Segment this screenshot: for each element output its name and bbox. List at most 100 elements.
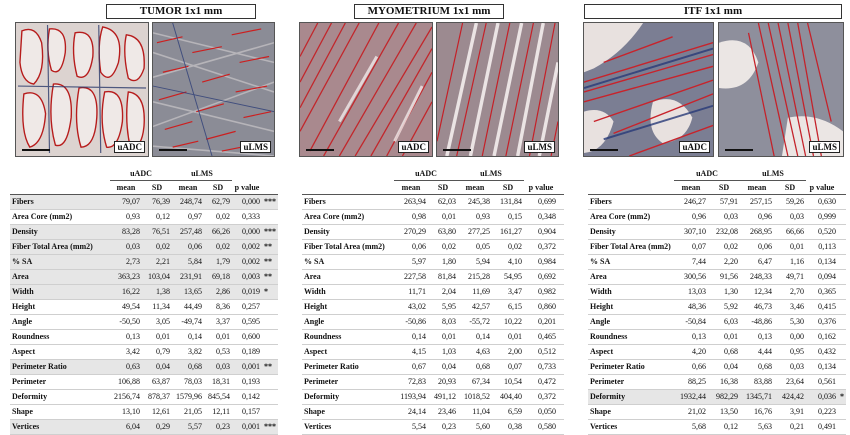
table-row: Height 48,36 5,92 46,73 3,46 0,415 bbox=[588, 299, 846, 315]
significance-marker bbox=[558, 344, 564, 360]
group-label: uLMS bbox=[172, 168, 232, 181]
p-value-cell: 0,001 bbox=[232, 419, 262, 435]
image-label-uadc: uADC bbox=[114, 141, 145, 153]
value-cell: 5,63 bbox=[740, 419, 774, 435]
row-label: Perimeter bbox=[588, 374, 674, 390]
value-cell: 0,13 bbox=[674, 329, 708, 345]
table-row: Area Core (mm2) 0,96 0,03 0,96 0,03 0,999 bbox=[588, 209, 846, 225]
value-cell: 66,66 bbox=[774, 224, 806, 240]
significance-marker: * bbox=[262, 284, 278, 300]
value-cell: 6,04 bbox=[110, 419, 142, 435]
value-cell: 2,21 bbox=[142, 254, 172, 270]
p-value-cell: 0,512 bbox=[524, 344, 558, 360]
micrograph-ulms: uLMS bbox=[152, 22, 275, 157]
stats-table-myometrium: uADC uLMS mean SD mean SD p value Fibers… bbox=[302, 168, 564, 435]
column-header: SD bbox=[204, 180, 232, 195]
row-label: Fiber Total Area (mm2) bbox=[302, 239, 394, 255]
value-cell: 66,26 bbox=[204, 224, 232, 240]
significance-marker: ** bbox=[262, 359, 278, 375]
value-cell: 845,54 bbox=[204, 389, 232, 405]
significance-marker bbox=[558, 389, 564, 405]
stats-table-body: Fibers 263,94 62,03 245,38 131,84 0,699 Area C… bbox=[302, 194, 564, 435]
value-cell: 57,91 bbox=[708, 194, 740, 210]
table-row: Angle -50,86 8,03 -55,72 10,22 0,201 bbox=[302, 314, 564, 330]
value-cell: 0,63 bbox=[110, 359, 142, 375]
value-cell: 13,65 bbox=[172, 284, 204, 300]
value-cell: 8,36 bbox=[204, 299, 232, 315]
row-label: Roundness bbox=[588, 329, 674, 345]
row-label: Width bbox=[302, 284, 394, 300]
value-cell: 12,11 bbox=[204, 404, 232, 420]
value-cell: 0,68 bbox=[740, 359, 774, 375]
panel-myometrium: MYOMETRIUM 1x1 mm uADC bbox=[294, 0, 564, 435]
column-header: mean bbox=[674, 180, 708, 195]
significance-marker bbox=[558, 224, 564, 240]
significance-marker bbox=[558, 404, 564, 420]
p-value-cell: 0,372 bbox=[524, 389, 558, 405]
value-cell: 0,68 bbox=[708, 344, 740, 360]
row-label: Width bbox=[10, 284, 110, 300]
value-cell: 257,48 bbox=[172, 224, 204, 240]
value-cell: 1579,96 bbox=[172, 389, 204, 405]
scale-bar bbox=[22, 149, 50, 151]
table-row: Aspect 4,20 0,68 4,44 0,95 0,432 bbox=[588, 344, 846, 360]
p-value-cell: 0,520 bbox=[806, 224, 838, 240]
value-cell: 982,29 bbox=[708, 389, 740, 405]
column-header: SD bbox=[142, 180, 172, 195]
stats-table-itf: uADC uLMS mean SD mean SD p value Fibers… bbox=[588, 168, 846, 435]
row-label: Angle bbox=[302, 314, 394, 330]
significance-marker: *** bbox=[262, 224, 278, 240]
value-cell: 0,02 bbox=[204, 209, 232, 225]
row-label: % SA bbox=[302, 254, 394, 270]
value-cell: 248,74 bbox=[172, 194, 204, 210]
p-value-cell: 0,134 bbox=[806, 359, 838, 375]
table-row: Height 49,54 11,34 44,49 8,36 0,257 bbox=[10, 299, 278, 315]
value-cell: 0,15 bbox=[492, 209, 524, 225]
row-label: Height bbox=[10, 299, 110, 315]
tumor-uadc-image bbox=[16, 23, 148, 156]
micrograph-uadc: uADC bbox=[583, 22, 714, 157]
value-cell: 1,38 bbox=[142, 284, 172, 300]
value-cell: 79,07 bbox=[110, 194, 142, 210]
row-label: Deformity bbox=[588, 389, 674, 405]
p-value-cell: 0,372 bbox=[524, 239, 558, 255]
column-header: SD bbox=[774, 180, 806, 195]
table-row: Fibers 79,07 76,39 248,74 62,79 0,000 *** bbox=[10, 194, 278, 210]
p-value-cell: 0,348 bbox=[524, 209, 558, 225]
value-cell: 0,02 bbox=[708, 239, 740, 255]
p-value-cell: 0,733 bbox=[524, 359, 558, 375]
value-cell: 0,96 bbox=[740, 209, 774, 225]
significance-marker bbox=[838, 374, 846, 390]
scale-bar bbox=[159, 149, 187, 151]
value-cell: 0,04 bbox=[428, 359, 458, 375]
p-value-cell: 0,134 bbox=[806, 254, 838, 270]
significance-marker bbox=[558, 359, 564, 375]
row-label: Area bbox=[10, 269, 110, 285]
value-cell: 232,08 bbox=[708, 224, 740, 240]
value-cell: 0,21 bbox=[774, 419, 806, 435]
row-label: Roundness bbox=[302, 329, 394, 345]
value-cell: 491,12 bbox=[428, 389, 458, 405]
value-cell: 18,31 bbox=[204, 374, 232, 390]
p-value-cell: 0,193 bbox=[232, 374, 262, 390]
p-value-cell: 0,142 bbox=[232, 389, 262, 405]
significance-marker bbox=[838, 314, 846, 330]
p-value-cell: 0,223 bbox=[806, 404, 838, 420]
value-cell: 0,01 bbox=[708, 329, 740, 345]
value-cell: -50,84 bbox=[674, 314, 708, 330]
value-cell: 0,93 bbox=[458, 209, 492, 225]
column-header: mean bbox=[458, 180, 492, 195]
value-cell: 0,02 bbox=[428, 239, 458, 255]
value-cell: 0,07 bbox=[492, 359, 524, 375]
table-row: Roundness 0,14 0,01 0,14 0,01 0,465 bbox=[302, 329, 564, 345]
value-cell: 0,14 bbox=[458, 329, 492, 345]
value-cell: 11,04 bbox=[458, 404, 492, 420]
table-row: Deformity 2156,74 878,37 1579,96 845,54 0,142 bbox=[10, 389, 278, 405]
p-value-cell: 0,257 bbox=[232, 299, 262, 315]
value-cell: 0,53 bbox=[204, 344, 232, 360]
value-cell: 62,79 bbox=[204, 194, 232, 210]
row-label: Vertices bbox=[10, 419, 110, 435]
value-cell: 0,03 bbox=[774, 209, 806, 225]
row-label: Aspect bbox=[10, 344, 110, 360]
value-cell: 103,04 bbox=[142, 269, 172, 285]
